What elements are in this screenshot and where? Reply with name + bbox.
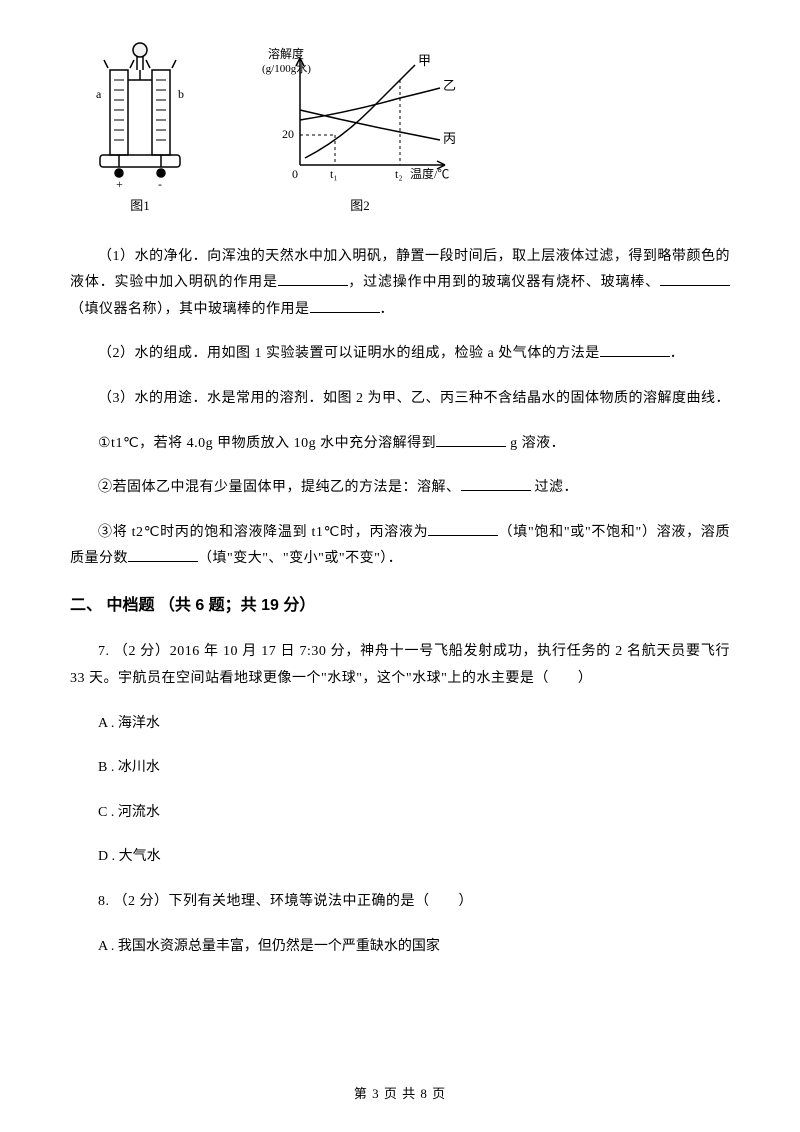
electrolysis-diagram: a b + -: [80, 40, 200, 190]
q6-part5: ②若固体乙中混有少量固体甲，提纯乙的方法是：溶解、 过滤．: [70, 475, 730, 502]
text: ①t1℃，若将 4.0g 甲物质放入 10g 水中充分溶解得到: [98, 436, 436, 451]
text: 过滤．: [531, 480, 579, 495]
xtick-t2: t₂: [395, 167, 403, 181]
q8-option-a[interactable]: A . 我国水资源总量丰富，但仍然是一个严重缺水的国家: [98, 934, 730, 961]
curve-bing: 丙: [443, 131, 456, 146]
figure-2-caption: 图2: [350, 194, 370, 219]
ytick-20: 20: [282, 127, 294, 141]
text: g 溶液．: [506, 436, 565, 451]
q6-part3: （3）水的用途．水是常用的溶剂．如图 2 为甲、乙、丙三种不含结晶水的固体物质的…: [70, 386, 730, 413]
text: ，过滤操作中用到的玻璃仪器有烧杯、玻璃棒、: [348, 275, 660, 290]
q6-part6: ③将 t2℃时丙的饱和溶液降温到 t1℃时，丙溶液为（填"饱和"或"不饱和"）溶…: [70, 520, 730, 573]
curve-yi: 乙: [443, 78, 456, 93]
text: ．: [670, 346, 685, 361]
label-b: b: [178, 87, 184, 101]
figure-2: 溶解度 (g/100g水) 20 0 t₁ t₂ 温度/℃ 甲 乙 丙 图2: [260, 40, 460, 219]
blank-input[interactable]: [278, 272, 348, 286]
figure-1-caption: 图1: [130, 194, 150, 219]
blank-input[interactable]: [660, 272, 730, 286]
section-2-title: 二、 中档题 （共 6 题；共 19 分）: [70, 591, 730, 621]
label-a: a: [96, 87, 102, 101]
q7-stem: 7. （2 分）2016 年 10 月 17 日 7:30 分，神舟十一号飞船发…: [70, 639, 730, 692]
ylabel-1: 溶解度: [268, 46, 304, 61]
xtick-0: 0: [292, 167, 298, 181]
curve-jia: 甲: [418, 53, 431, 68]
text: ②若固体乙中混有少量固体甲，提纯乙的方法是：溶解、: [98, 480, 461, 495]
solubility-chart: 溶解度 (g/100g水) 20 0 t₁ t₂ 温度/℃ 甲 乙 丙: [260, 40, 460, 190]
text: （2）水的组成．用如图 1 实验装置可以证明水的组成，检验 a 处气体的方法是: [98, 346, 600, 361]
q7-option-b[interactable]: B . 冰川水: [98, 755, 730, 782]
q6-part4: ①t1℃，若将 4.0g 甲物质放入 10g 水中充分溶解得到 g 溶液．: [70, 431, 730, 458]
q7-option-d[interactable]: D . 大气水: [98, 844, 730, 871]
xlabel: 温度/℃: [410, 166, 449, 181]
q7-option-c[interactable]: C . 河流水: [98, 800, 730, 827]
text: （填仪器名称），其中玻璃棒的作用是: [70, 302, 310, 317]
ylabel-2: (g/100g水): [262, 62, 311, 75]
figure-1: a b + - 图1: [80, 40, 200, 219]
text: ③将 t2℃时丙的饱和溶液降温到 t1℃时，丙溶液为: [98, 525, 428, 540]
blank-input[interactable]: [428, 522, 498, 536]
figures-row: a b + - 图1: [80, 40, 730, 219]
xtick-t1: t₁: [330, 167, 338, 181]
blank-input[interactable]: [436, 433, 506, 447]
label-minus: -: [158, 177, 162, 190]
page-footer: 第 3 页 共 8 页: [0, 1082, 800, 1107]
blank-input[interactable]: [128, 548, 198, 562]
label-plus: +: [116, 177, 123, 190]
q6-part1: （1）水的净化．向浑浊的天然水中加入明矾，静置一段时间后，取上层液体过滤，得到略…: [70, 244, 730, 324]
blank-input[interactable]: [461, 477, 531, 491]
text: （填"变大"、"变小"或"不变"）．: [198, 551, 402, 566]
blank-input[interactable]: [310, 299, 380, 313]
q6-part2: （2）水的组成．用如图 1 实验装置可以证明水的组成，检验 a 处气体的方法是 ．: [70, 341, 730, 368]
q8-stem: 8. （2 分）下列有关地理、环境等说法中正确的是（ ）: [70, 889, 730, 916]
text: ．: [380, 302, 395, 317]
blank-input[interactable]: [600, 343, 670, 357]
q7-option-a[interactable]: A . 海洋水: [98, 711, 730, 738]
